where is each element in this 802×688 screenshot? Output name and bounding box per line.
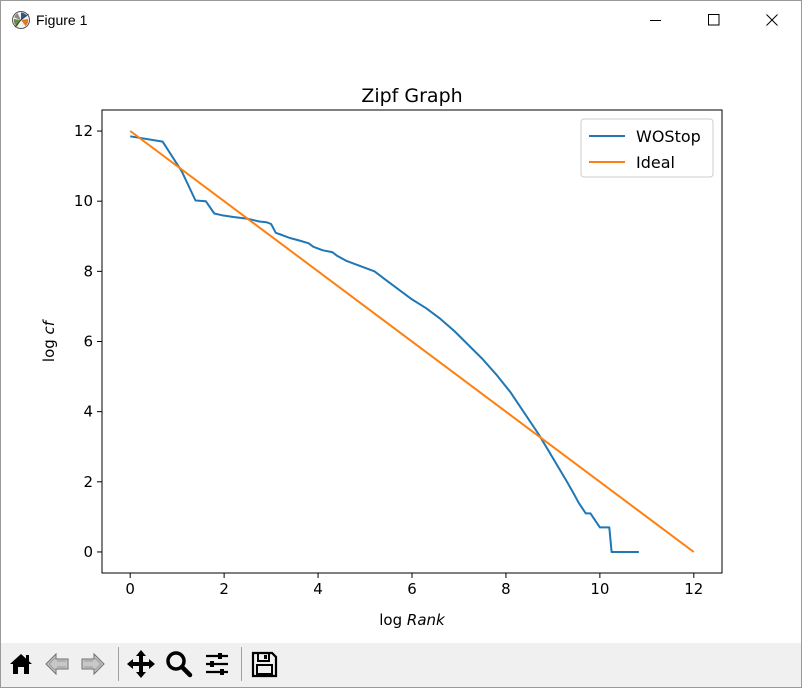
forward-icon [81, 652, 105, 676]
window-title: Figure 1 [36, 12, 88, 28]
forward-button[interactable] [76, 645, 110, 683]
minimize-button[interactable] [627, 1, 685, 39]
maximize-button[interactable] [685, 1, 743, 39]
y-tick-label: 6 [83, 333, 93, 351]
home-icon [10, 654, 32, 674]
maximize-icon [708, 14, 720, 26]
zipf-chart: Zipf Graph 0 2 4 6 8 10 12 0 2 4 6 8 10 12 log Rank log … [40, 85, 723, 629]
chart-title: Zipf Graph [361, 85, 462, 107]
home-button[interactable] [4, 645, 38, 683]
y-tick-label: 8 [83, 262, 93, 280]
close-button[interactable] [743, 1, 801, 39]
y-tick-label: 0 [83, 543, 93, 561]
x-tick-label: 12 [684, 580, 703, 598]
x-tick-label: 10 [590, 580, 609, 598]
save-icon [251, 651, 278, 678]
save-button[interactable] [247, 645, 281, 683]
title-bar[interactable]: Figure 1 [1, 1, 801, 39]
back-button[interactable] [40, 645, 74, 683]
x-tick-label: 2 [219, 580, 229, 598]
series-line-wostop [130, 135, 639, 553]
pan-icon [127, 650, 155, 678]
navigation-toolbar [1, 643, 801, 687]
legend-label: WOStop [636, 127, 701, 146]
x-tick-label: 8 [501, 580, 511, 598]
pan-button[interactable] [124, 645, 158, 683]
configure-subplots-button[interactable] [200, 645, 234, 683]
series-line-ideal [129, 130, 695, 553]
y-axis-label: log cf [40, 318, 58, 362]
zoom-icon [166, 651, 193, 678]
x-axis-label: log Rank [379, 611, 446, 629]
toolbar-separator [241, 647, 242, 681]
y-tick-label: 12 [74, 122, 93, 140]
y-tick-label: 10 [74, 192, 93, 210]
matplotlib-logo-icon [12, 11, 30, 29]
y-tick-label: 2 [83, 473, 93, 491]
back-icon [45, 652, 69, 676]
zoom-button[interactable] [162, 645, 196, 683]
toolbar-separator [118, 647, 119, 681]
configure-subplots-icon [206, 653, 228, 675]
figure-canvas[interactable]: Zipf Graph 0 2 4 6 8 10 12 0 2 4 6 8 10 12 log Rank log … [1, 39, 801, 643]
x-tick-label: 4 [313, 580, 323, 598]
close-icon [766, 14, 778, 26]
x-tick-label: 0 [125, 580, 135, 598]
x-tick-label: 6 [407, 580, 417, 598]
y-tick-label: 4 [83, 403, 93, 421]
minimize-icon [650, 20, 661, 21]
legend-label: Ideal [636, 153, 675, 172]
